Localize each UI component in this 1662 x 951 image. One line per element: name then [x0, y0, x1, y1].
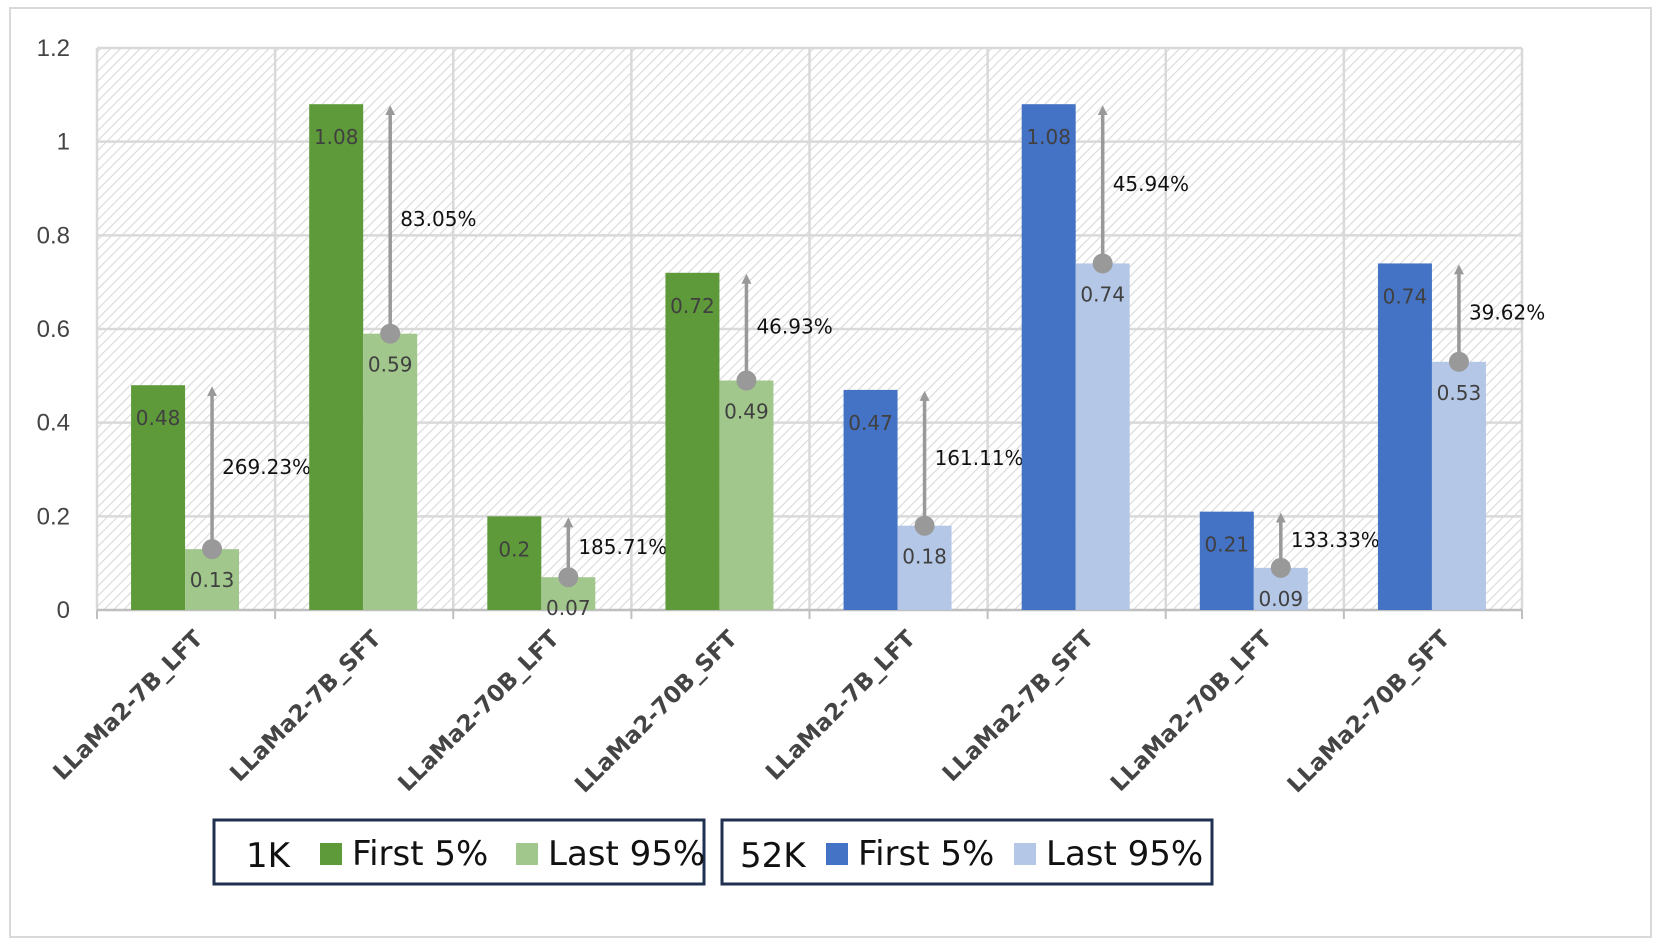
data-label: 0.47 — [848, 411, 893, 435]
increase-label: 185.71% — [578, 535, 667, 559]
data-label: 0.21 — [1205, 533, 1250, 557]
legend-entry-label: Last 95% — [1046, 834, 1203, 874]
data-label: 0.74 — [1080, 282, 1125, 306]
bar-1K-last — [185, 549, 240, 610]
bar-1K-last — [719, 380, 774, 610]
data-label: 0.13 — [190, 568, 235, 592]
legend-box-1K — [212, 818, 706, 886]
data-label: 0.48 — [136, 406, 181, 430]
data-label: 0.53 — [1437, 381, 1482, 405]
y-tick-label: 0.8 — [37, 222, 70, 249]
y-tick-label: 0.6 — [37, 316, 70, 343]
data-label: 0.72 — [670, 294, 715, 318]
bar-1K-first — [487, 516, 542, 610]
data-label: 1.08 — [314, 125, 359, 149]
bar-52K-last — [1431, 361, 1486, 610]
increase-label: 39.62% — [1469, 301, 1545, 325]
data-label: 0.59 — [368, 353, 413, 377]
increase-label: 161.11% — [935, 446, 1024, 470]
legend-swatch — [826, 843, 848, 865]
bar-1K-last — [363, 333, 418, 610]
data-label: 0.74 — [1383, 284, 1428, 308]
arrow-origin-dot — [202, 539, 223, 560]
bar-52K-last — [1075, 263, 1130, 610]
legend: 1K First 5% Last 95% 52K First 5% Last 95% — [212, 818, 1214, 886]
bar-52K-first — [1021, 104, 1076, 610]
data-label: 0.49 — [724, 400, 769, 424]
legend-swatch — [516, 843, 538, 865]
increase-label: 45.94% — [1113, 172, 1189, 196]
y-tick-label: 1 — [57, 129, 70, 156]
arrow-origin-dot — [736, 370, 757, 391]
bar-1K-first — [309, 104, 364, 610]
bar-1K-first — [131, 385, 186, 610]
bar-52K-first — [1377, 263, 1432, 610]
legend-entry-label: Last 95% — [548, 834, 705, 874]
legend-box-52K — [720, 818, 1214, 886]
y-tick-label: 0 — [57, 597, 70, 624]
y-tick-label: 0.2 — [37, 503, 70, 530]
arrow-origin-dot — [914, 515, 935, 536]
legend-group-label: 1K — [246, 836, 292, 876]
y-tick-label: 0.4 — [37, 410, 70, 437]
legend-entry-label: First 5% — [858, 834, 994, 874]
y-tick-label: 1.2 — [37, 35, 70, 62]
arrow-origin-dot — [1270, 557, 1291, 578]
bar-1K-first — [665, 272, 720, 610]
legend-swatch — [320, 843, 342, 865]
data-label: 0.2 — [498, 537, 530, 561]
data-label: 0.09 — [1259, 587, 1304, 611]
increase-label: 46.93% — [756, 315, 832, 339]
arrow-origin-dot — [1092, 253, 1113, 274]
arrow-origin-dot — [380, 323, 401, 344]
legend-group-label: 52K — [740, 836, 807, 876]
bar-52K-first — [843, 389, 898, 610]
increase-label: 133.33% — [1291, 528, 1380, 552]
bar-52K-first — [1199, 511, 1254, 610]
arrow-origin-dot — [558, 567, 579, 588]
data-label: 0.18 — [902, 545, 947, 569]
increase-label: 83.05% — [400, 207, 476, 231]
arrow-origin-dot — [1448, 351, 1469, 372]
data-label: 0.07 — [546, 596, 591, 620]
data-label: 1.08 — [1026, 125, 1071, 149]
bar-52K-last — [897, 525, 952, 610]
legend-entry-label: First 5% — [352, 834, 488, 874]
legend-swatch — [1014, 843, 1036, 865]
increase-label: 269.23% — [222, 455, 311, 479]
